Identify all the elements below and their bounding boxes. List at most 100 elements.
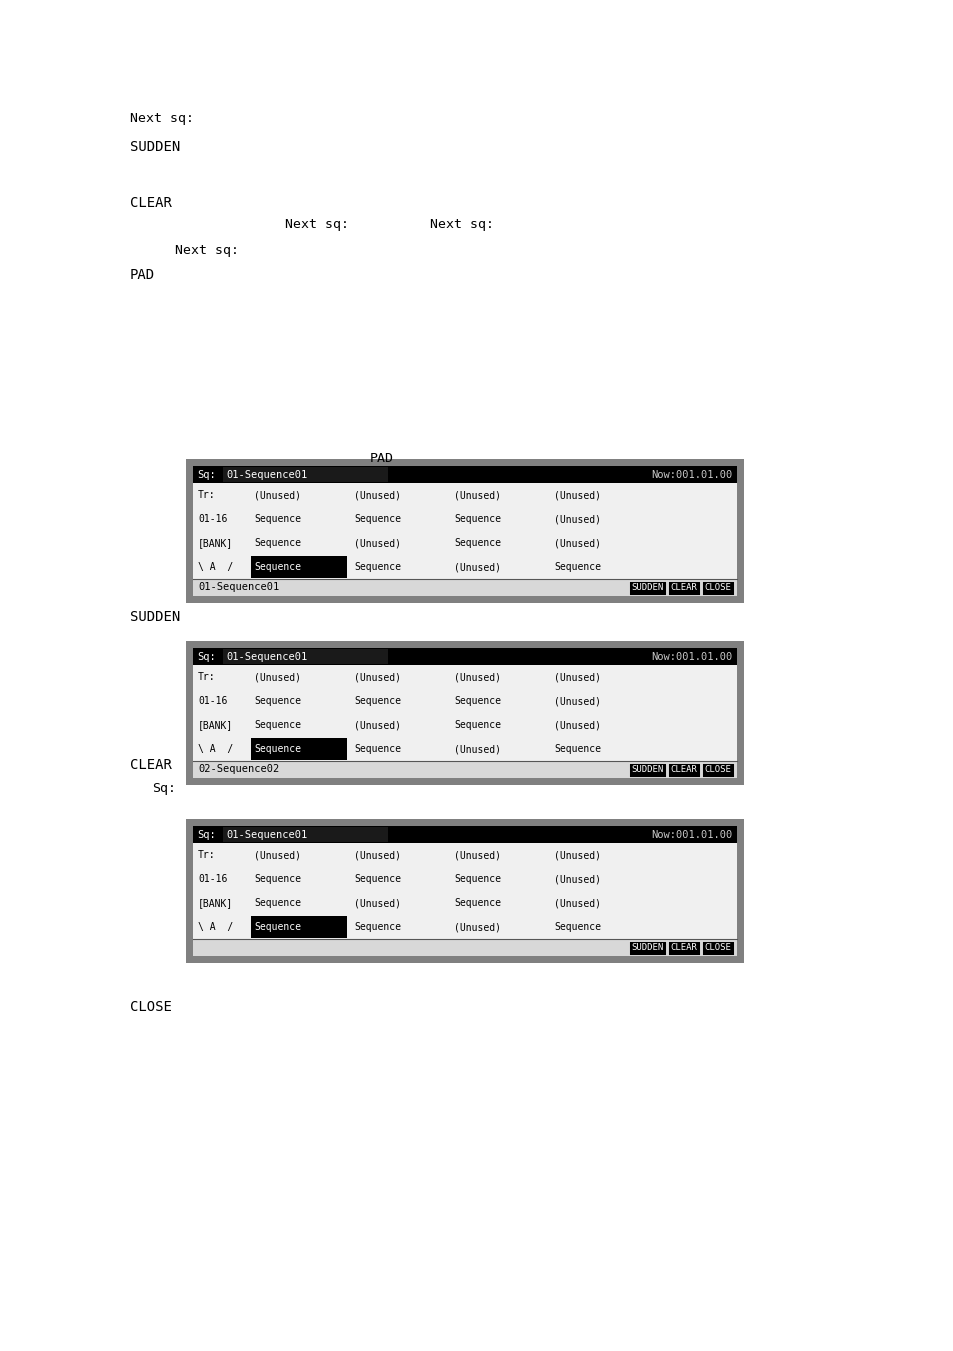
Text: CLOSE: CLOSE [704, 584, 731, 592]
Text: Tr:: Tr: [198, 671, 215, 682]
Bar [193, 648, 737, 778]
Text: Sequence: Sequence [554, 921, 600, 932]
Text: (Unused): (Unused) [354, 720, 400, 730]
Text: Tr:: Tr: [198, 850, 215, 861]
Text: Sq:: Sq: [196, 830, 215, 839]
Text: Next sq:: Next sq: [130, 112, 193, 126]
Bar [193, 466, 737, 596]
Text: 01-16: 01-16 [198, 874, 227, 884]
Bar [701, 940, 733, 955]
Text: Sequence: Sequence [454, 696, 500, 707]
Bar [628, 762, 665, 777]
Text: CLEAR: CLEAR [670, 943, 697, 952]
Bar [193, 466, 737, 484]
Text: Sequence: Sequence [554, 562, 600, 571]
Bar [193, 580, 737, 596]
Text: CLOSE: CLOSE [704, 765, 731, 774]
Bar [628, 940, 665, 955]
Text: SUDDEN: SUDDEN [130, 611, 180, 624]
Bar [186, 819, 743, 963]
Text: Sq:: Sq: [152, 782, 175, 794]
Text: (Unused): (Unused) [454, 850, 500, 861]
Bar [251, 738, 347, 761]
Text: Sequence: Sequence [454, 538, 500, 549]
Text: (Unused): (Unused) [554, 671, 600, 682]
Bar [193, 761, 737, 778]
Text: 01-Sequence01: 01-Sequence01 [226, 651, 307, 662]
Text: Sequence: Sequence [253, 513, 301, 524]
Text: (Unused): (Unused) [554, 696, 600, 707]
Text: (Unused): (Unused) [454, 921, 500, 932]
Bar [667, 581, 700, 594]
Bar [667, 762, 700, 777]
Text: (Unused): (Unused) [454, 490, 500, 500]
Text: \ A  /: \ A / [198, 921, 233, 932]
Text: Now:001.01.00: Now:001.01.00 [651, 830, 732, 839]
Text: [BANK]: [BANK] [198, 898, 233, 908]
Text: \ A  /: \ A / [198, 744, 233, 754]
Text: Now:001.01.00: Now:001.01.00 [651, 651, 732, 662]
Text: Sequence: Sequence [354, 874, 400, 884]
Bar [223, 648, 388, 663]
Bar [193, 939, 737, 957]
Text: 01-16: 01-16 [198, 696, 227, 707]
Text: 01-16: 01-16 [198, 513, 227, 524]
Text: Sequence: Sequence [454, 513, 500, 524]
Text: (Unused): (Unused) [554, 538, 600, 549]
Text: Tr:: Tr: [198, 490, 215, 500]
Bar [193, 648, 737, 665]
Text: CLOSE: CLOSE [704, 943, 731, 952]
Text: Sequence: Sequence [454, 874, 500, 884]
Bar [667, 940, 700, 955]
Text: Sequence: Sequence [253, 696, 301, 707]
Text: (Unused): (Unused) [354, 538, 400, 549]
Text: (Unused): (Unused) [354, 898, 400, 908]
Text: Sequence: Sequence [253, 538, 301, 549]
Text: [BANK]: [BANK] [198, 538, 233, 549]
Bar [701, 581, 733, 594]
Text: Sequence: Sequence [253, 921, 301, 932]
Text: Sequence: Sequence [554, 744, 600, 754]
Text: Sequence: Sequence [354, 562, 400, 571]
Text: CLEAR: CLEAR [130, 758, 172, 771]
Text: Sequence: Sequence [253, 898, 301, 908]
Text: (Unused): (Unused) [454, 744, 500, 754]
Text: Next sq:: Next sq: [174, 245, 239, 257]
Text: [BANK]: [BANK] [198, 720, 233, 730]
Text: Sequence: Sequence [354, 513, 400, 524]
Text: Sequence: Sequence [253, 874, 301, 884]
Text: CLOSE: CLOSE [130, 1000, 172, 1015]
Text: Next sq:: Next sq: [285, 218, 349, 231]
Text: Sq:: Sq: [196, 651, 215, 662]
Text: (Unused): (Unused) [554, 898, 600, 908]
Text: (Unused): (Unused) [554, 850, 600, 861]
Text: (Unused): (Unused) [253, 490, 301, 500]
Text: Sq:: Sq: [196, 470, 215, 480]
Bar [628, 581, 665, 594]
Text: (Unused): (Unused) [554, 513, 600, 524]
Text: 01-Sequence01: 01-Sequence01 [226, 470, 307, 480]
Bar [223, 827, 388, 842]
Text: (Unused): (Unused) [253, 850, 301, 861]
Text: Sequence: Sequence [354, 744, 400, 754]
Bar [251, 557, 347, 578]
Text: Sequence: Sequence [354, 921, 400, 932]
Text: CLEAR: CLEAR [670, 765, 697, 774]
Text: SUDDEN: SUDDEN [130, 141, 180, 154]
Text: 01-Sequence01: 01-Sequence01 [226, 830, 307, 839]
Bar [193, 825, 737, 843]
Text: Sequence: Sequence [354, 696, 400, 707]
Text: (Unused): (Unused) [554, 874, 600, 884]
Bar [193, 665, 737, 761]
Text: (Unused): (Unused) [554, 490, 600, 500]
Text: PAD: PAD [130, 267, 155, 282]
Text: Sequence: Sequence [253, 562, 301, 571]
Bar [251, 916, 347, 938]
Text: 02-Sequence02: 02-Sequence02 [198, 765, 279, 774]
Bar [193, 825, 737, 957]
Text: (Unused): (Unused) [454, 671, 500, 682]
Text: Sequence: Sequence [454, 720, 500, 730]
Text: SUDDEN: SUDDEN [631, 765, 663, 774]
Text: CLEAR: CLEAR [130, 196, 172, 209]
Text: Next sq:: Next sq: [430, 218, 494, 231]
